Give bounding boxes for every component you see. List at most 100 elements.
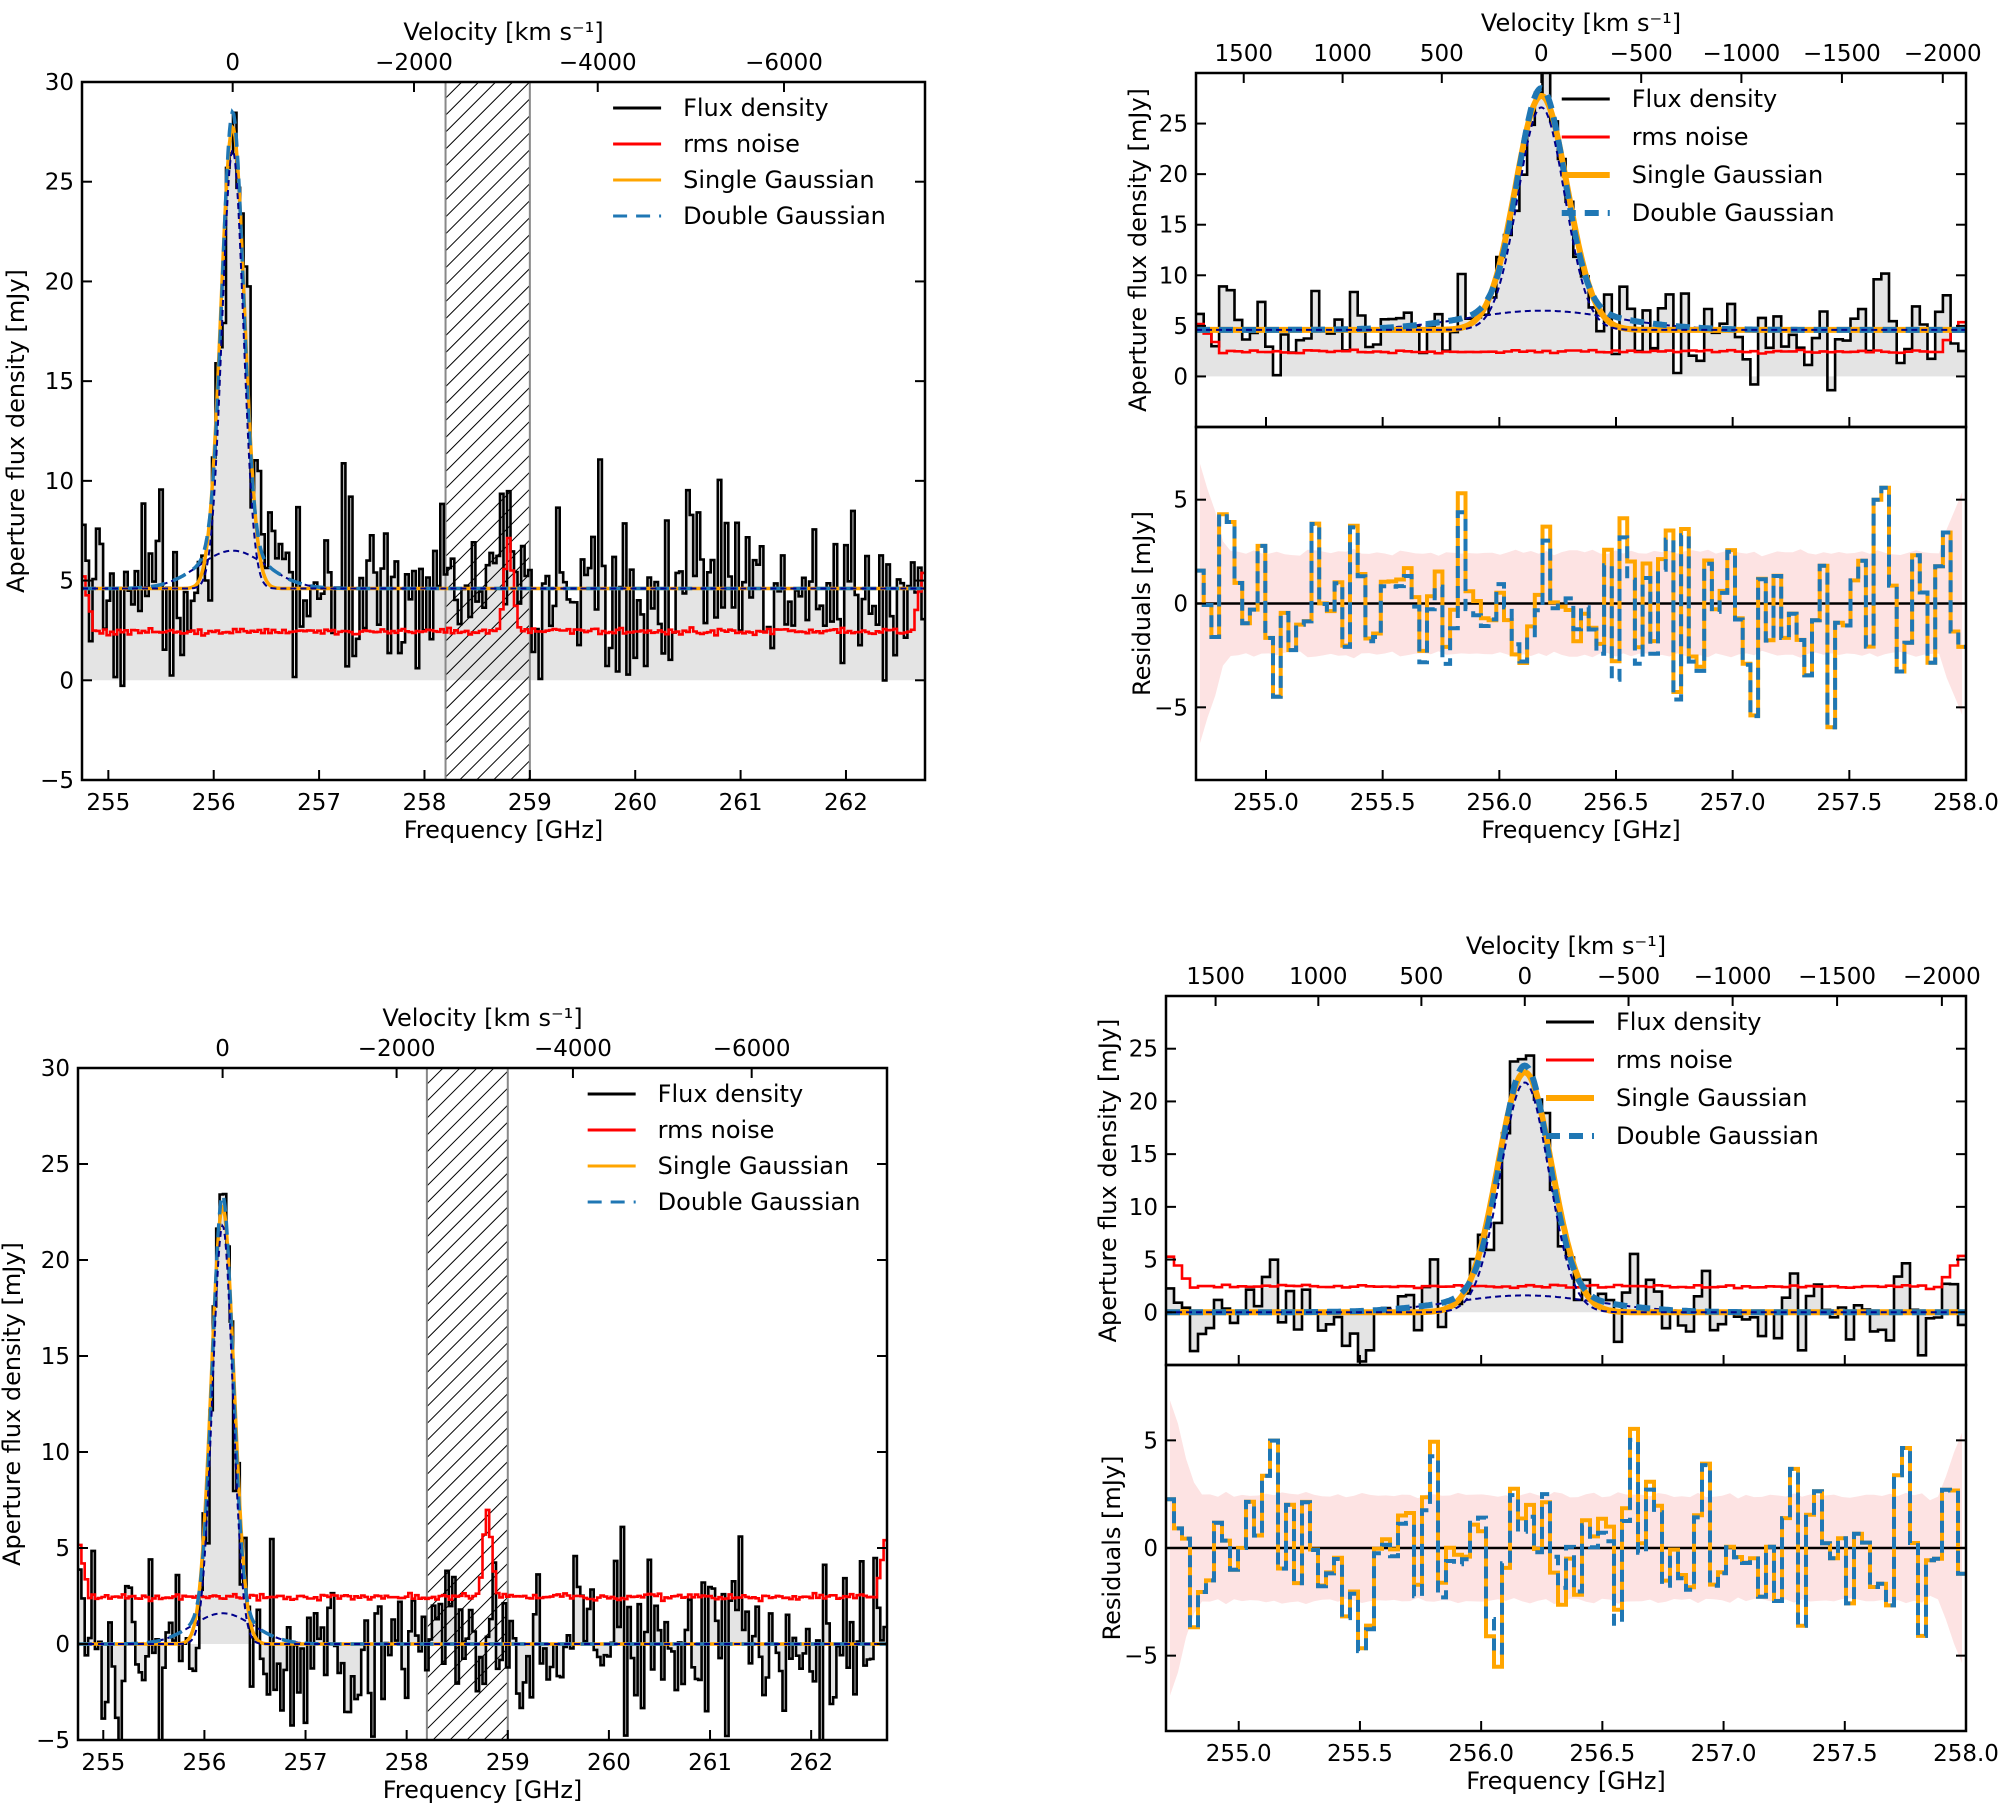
top-tick-label: 1000 bbox=[1289, 964, 1348, 990]
x-tick-label: 256 bbox=[192, 790, 236, 816]
y-axis-label: Aperture flux density [mJy] bbox=[1094, 1019, 1122, 1343]
x-tick-label: 261 bbox=[688, 1750, 732, 1776]
x-tick-label: 261 bbox=[719, 790, 763, 816]
y-tick-label: −5 bbox=[36, 1728, 70, 1754]
y-tick-label: 0 bbox=[55, 1632, 70, 1658]
y-tick-label: 20 bbox=[45, 269, 74, 295]
top-tick-label: −500 bbox=[1610, 41, 1673, 67]
top-tick-label: 0 bbox=[215, 1036, 230, 1062]
y-tick-label: 25 bbox=[41, 1152, 70, 1178]
top-tick-label: −4000 bbox=[534, 1036, 612, 1062]
panel-bottom_right: 0 5 10 15 20 25 Aperture flux density [mJy] 255… bbox=[1094, 932, 1999, 1795]
top-tick-label: −2000 bbox=[375, 50, 453, 76]
y-tick-label: 10 bbox=[41, 1440, 70, 1466]
plot-area-bottom_left bbox=[78, 1068, 887, 1740]
legend-label: rms noise bbox=[658, 1116, 775, 1144]
y-tick-label: 15 bbox=[1129, 1142, 1158, 1168]
legend-label: Double Gaussian bbox=[1616, 1122, 1819, 1150]
top-axis-label: Velocity [km s⁻¹] bbox=[382, 1004, 582, 1032]
residual-y-tick-label: 5 bbox=[1173, 488, 1188, 514]
y-tick-label: 10 bbox=[1159, 263, 1188, 289]
x-tick-label: 257 bbox=[284, 1750, 328, 1776]
flux-density-series bbox=[1166, 1054, 1966, 1363]
plot-area-top_right bbox=[1196, 73, 1966, 392]
legend-label: Single Gaussian bbox=[1616, 1084, 1808, 1112]
top-tick-label: −4000 bbox=[559, 50, 637, 76]
masked-region bbox=[425, 1068, 509, 1740]
y-tick-label: 10 bbox=[45, 469, 74, 495]
top-tick-label: 0 bbox=[1534, 41, 1549, 67]
panel-top_right: 0 5 10 15 20 25 Aperture flux density [mJy] 255… bbox=[1124, 9, 1999, 844]
y-axis-label: Aperture flux density [mJy] bbox=[0, 1242, 26, 1566]
x-axis-label: Frequency [GHz] bbox=[1466, 1767, 1666, 1795]
x-tick-label: 256.5 bbox=[1569, 1741, 1635, 1767]
x-axis-label: Frequency [GHz] bbox=[383, 1776, 583, 1803]
y-tick-label: 30 bbox=[45, 70, 74, 96]
top-axis-label: Velocity [km s⁻¹] bbox=[403, 18, 603, 46]
y-tick-label: 0 bbox=[59, 668, 74, 694]
y-tick-label: 25 bbox=[1129, 1037, 1158, 1063]
legend-label: Single Gaussian bbox=[1632, 161, 1824, 189]
x-tick-label: 257.5 bbox=[1816, 790, 1882, 816]
x-tick-label: 256.0 bbox=[1466, 790, 1532, 816]
x-tick-label: 260 bbox=[587, 1750, 631, 1776]
x-tick-label: 259 bbox=[486, 1750, 530, 1776]
top-tick-label: 0 bbox=[225, 50, 240, 76]
rms-noise-series bbox=[82, 536, 925, 637]
top-tick-label: −6000 bbox=[745, 50, 823, 76]
y-tick-label: 5 bbox=[59, 569, 74, 595]
rms-noise-series bbox=[1196, 320, 1966, 355]
rms-noise-series bbox=[1166, 1254, 1966, 1291]
x-tick-label: 256.5 bbox=[1583, 790, 1649, 816]
x-tick-label: 257.5 bbox=[1812, 1741, 1878, 1767]
legend-label: Double Gaussian bbox=[658, 1188, 861, 1216]
x-tick-label: 257.0 bbox=[1700, 790, 1766, 816]
top-tick-label: −500 bbox=[1597, 964, 1660, 990]
x-tick-label: 255.5 bbox=[1327, 1741, 1393, 1767]
top-tick-label: −2000 bbox=[1903, 964, 1981, 990]
x-tick-label: 255.5 bbox=[1350, 790, 1416, 816]
double-gaussian-residuals bbox=[1166, 1437, 1966, 1655]
legend-label: Flux density bbox=[1616, 1008, 1762, 1036]
x-tick-label: 260 bbox=[613, 790, 657, 816]
residual-plot-area bbox=[1196, 463, 1966, 744]
top-tick-label: 500 bbox=[1420, 41, 1464, 67]
y-tick-label: 20 bbox=[1129, 1089, 1158, 1115]
top-tick-label: −6000 bbox=[713, 1036, 791, 1062]
x-tick-label: 262 bbox=[789, 1750, 833, 1776]
y-tick-label: 0 bbox=[1143, 1300, 1158, 1326]
x-tick-label: 259 bbox=[508, 790, 552, 816]
x-tick-label: 256 bbox=[182, 1750, 226, 1776]
narrow-component-series bbox=[82, 147, 925, 590]
legend-label: Flux density bbox=[683, 94, 829, 122]
top-tick-label: 0 bbox=[1517, 964, 1532, 990]
y-tick-label: 25 bbox=[1159, 112, 1188, 138]
x-tick-label: 257.0 bbox=[1691, 1741, 1757, 1767]
panel-bottom_left: −5 0 5 10 15 20 25 30 Aperture flux density [mJy… bbox=[0, 1004, 889, 1803]
residual-y-tick-label: 5 bbox=[1143, 1428, 1158, 1454]
y-tick-label: 10 bbox=[1129, 1195, 1158, 1221]
x-tick-label: 255 bbox=[81, 1750, 125, 1776]
y-tick-label: 20 bbox=[1159, 162, 1188, 188]
y-axis-label: Aperture flux density [mJy] bbox=[2, 269, 30, 593]
y-tick-label: 15 bbox=[45, 369, 74, 395]
residual-y-tick-label: −5 bbox=[1124, 1644, 1158, 1670]
legend-label: Flux density bbox=[1632, 85, 1778, 113]
axes-frame bbox=[76, 1066, 889, 1742]
narrow-component-series bbox=[78, 1223, 887, 1645]
double-gaussian-residuals bbox=[1196, 485, 1966, 730]
axes-frame bbox=[80, 80, 927, 782]
legend-label: rms noise bbox=[1632, 123, 1749, 151]
x-axis-label: Frequency [GHz] bbox=[1481, 816, 1681, 844]
top-tick-label: −2000 bbox=[358, 1036, 436, 1062]
top-tick-label: −1000 bbox=[1702, 41, 1780, 67]
broad-component-series bbox=[78, 1612, 887, 1645]
top-tick-label: 1500 bbox=[1186, 964, 1245, 990]
y-tick-label: 5 bbox=[55, 1536, 70, 1562]
double-gaussian-series bbox=[1196, 85, 1966, 333]
x-tick-label: 258 bbox=[385, 1750, 429, 1776]
x-tick-label: 262 bbox=[824, 790, 868, 816]
double-gaussian-series bbox=[78, 1190, 887, 1646]
top-axis-label: Velocity [km s⁻¹] bbox=[1466, 932, 1666, 960]
top-tick-label: −1000 bbox=[1694, 964, 1772, 990]
